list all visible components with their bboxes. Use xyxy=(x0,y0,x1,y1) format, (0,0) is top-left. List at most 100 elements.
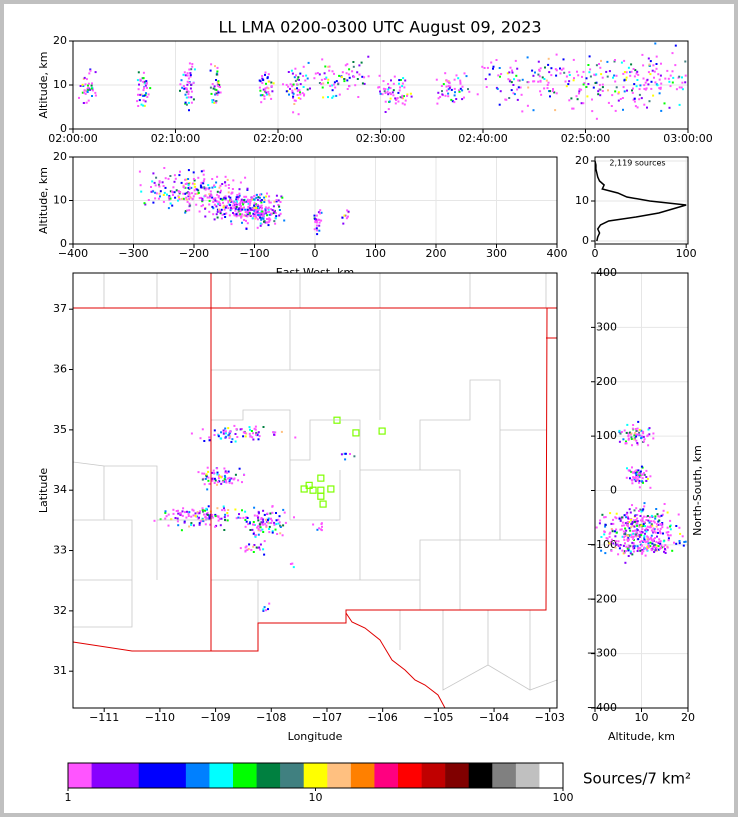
source-density xyxy=(463,72,466,75)
source-density xyxy=(222,204,225,207)
source-density xyxy=(266,214,269,217)
source-density xyxy=(253,202,256,205)
source-density xyxy=(461,89,464,92)
source-density xyxy=(231,482,234,485)
source-density xyxy=(226,512,229,514)
source-density xyxy=(641,518,644,520)
source-density xyxy=(671,52,674,55)
source-density xyxy=(203,187,206,190)
source-density xyxy=(213,184,216,187)
source-density xyxy=(668,80,671,83)
source-density xyxy=(650,549,653,552)
plot-frame xyxy=(72,156,558,245)
source-density xyxy=(445,79,448,82)
source-density xyxy=(615,528,618,531)
source-density xyxy=(182,85,185,87)
source-density xyxy=(179,513,182,516)
source-density xyxy=(214,513,217,516)
source-density xyxy=(601,90,604,92)
x-tick-label: −400 xyxy=(58,247,88,260)
source-density xyxy=(618,547,621,550)
source-density xyxy=(220,431,222,434)
source-density xyxy=(246,188,249,191)
source-density xyxy=(678,86,681,89)
source-density xyxy=(237,208,240,211)
source-density xyxy=(254,425,257,428)
source-density xyxy=(659,523,661,526)
source-density xyxy=(384,100,387,103)
source-density xyxy=(215,200,218,203)
source-density xyxy=(221,198,224,201)
source-density xyxy=(632,538,635,541)
source-density xyxy=(396,97,399,100)
source-density xyxy=(249,202,252,205)
source-density xyxy=(211,471,214,474)
y-axis-label: Altitude, km xyxy=(37,167,50,234)
source-density xyxy=(174,177,177,180)
source-density xyxy=(271,90,274,93)
source-density xyxy=(448,87,451,89)
x-tick-label: 300 xyxy=(486,247,507,260)
source-density xyxy=(168,195,171,198)
source-density xyxy=(636,529,639,532)
source-density xyxy=(547,63,550,66)
source-density xyxy=(626,511,629,514)
source-density xyxy=(635,85,638,88)
source-density xyxy=(453,94,456,97)
source-density xyxy=(253,506,256,509)
source-density xyxy=(89,88,92,91)
source-density xyxy=(543,87,546,90)
colorbar-tick-label: 1 xyxy=(65,791,72,804)
source-density xyxy=(186,198,188,201)
source-density xyxy=(265,526,268,529)
source-density xyxy=(640,473,643,476)
source-density xyxy=(217,519,220,522)
source-density xyxy=(272,212,275,215)
source-density xyxy=(217,201,220,204)
source-density xyxy=(191,192,193,195)
station xyxy=(300,485,308,493)
source-density xyxy=(197,191,200,194)
source-density xyxy=(675,542,678,545)
source-density xyxy=(648,63,651,66)
source-density xyxy=(262,78,264,81)
source-density xyxy=(401,102,404,105)
source-density xyxy=(235,428,238,431)
source-density xyxy=(274,212,277,215)
source-density xyxy=(617,91,620,94)
source-density xyxy=(137,93,139,96)
source-density xyxy=(650,534,653,537)
source-density xyxy=(188,191,191,194)
plot-frame xyxy=(72,40,689,130)
source-density xyxy=(618,545,621,547)
source-density xyxy=(303,93,306,96)
source-density xyxy=(216,84,219,87)
source-density xyxy=(261,210,264,213)
source-density xyxy=(255,433,258,436)
source-density xyxy=(612,76,614,79)
source-density xyxy=(671,81,674,84)
source-density xyxy=(681,88,684,91)
source-density xyxy=(219,197,222,200)
source-density xyxy=(461,85,464,88)
source-density xyxy=(228,478,231,481)
source-density xyxy=(249,529,252,531)
source-density xyxy=(630,432,633,435)
source-density xyxy=(593,73,596,76)
source-density xyxy=(638,535,641,538)
source-density xyxy=(260,213,263,216)
source-density xyxy=(657,545,660,548)
source-density xyxy=(155,192,158,195)
source-density xyxy=(91,89,94,92)
source-density xyxy=(255,207,258,209)
source-density xyxy=(660,514,663,517)
source-density xyxy=(655,63,658,65)
source-density xyxy=(258,86,261,89)
source-density xyxy=(656,523,659,526)
source-density xyxy=(314,72,317,75)
source-density xyxy=(256,432,259,435)
source-density xyxy=(457,77,460,80)
source-density xyxy=(392,89,395,92)
source-density xyxy=(261,521,264,524)
source-density xyxy=(498,67,501,69)
